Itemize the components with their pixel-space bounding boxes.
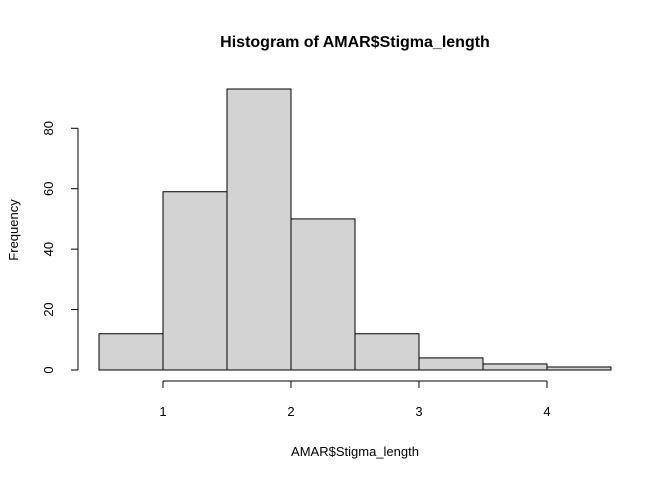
- x-axis-label: AMAR$Stigma_length: [291, 444, 419, 459]
- bars-group: [98, 88, 612, 371]
- y-tick-label-4: 80: [41, 121, 56, 135]
- y-tick-label-3: 60: [41, 181, 56, 195]
- histogram-bar-3: [290, 218, 356, 371]
- y-tick-label-2: 40: [41, 242, 56, 256]
- histogram-bar-5: [418, 357, 484, 371]
- y-tick-label-1: 20: [41, 302, 56, 316]
- x-tick-label-3: 4: [543, 404, 550, 419]
- histogram-bar-6: [482, 363, 548, 371]
- histogram-bar-2: [226, 88, 292, 371]
- x-tick-label-2: 3: [415, 404, 422, 419]
- y-axis-label: Frequency: [6, 199, 21, 261]
- y-tick-label-0: 0: [41, 366, 56, 373]
- histogram-bar-0: [98, 333, 164, 371]
- x-tick-label-1: 2: [287, 404, 294, 419]
- y-axis: 0 20 40 60 80: [41, 121, 79, 374]
- histogram-bar-4: [354, 333, 420, 371]
- x-axis: 1 2 3 4: [159, 380, 551, 419]
- histogram-bar-7: [546, 366, 612, 371]
- chart-title: Histogram of AMAR$Stigma_length: [220, 34, 490, 51]
- histogram-bar-1: [162, 191, 228, 371]
- x-tick-label-0: 1: [159, 404, 166, 419]
